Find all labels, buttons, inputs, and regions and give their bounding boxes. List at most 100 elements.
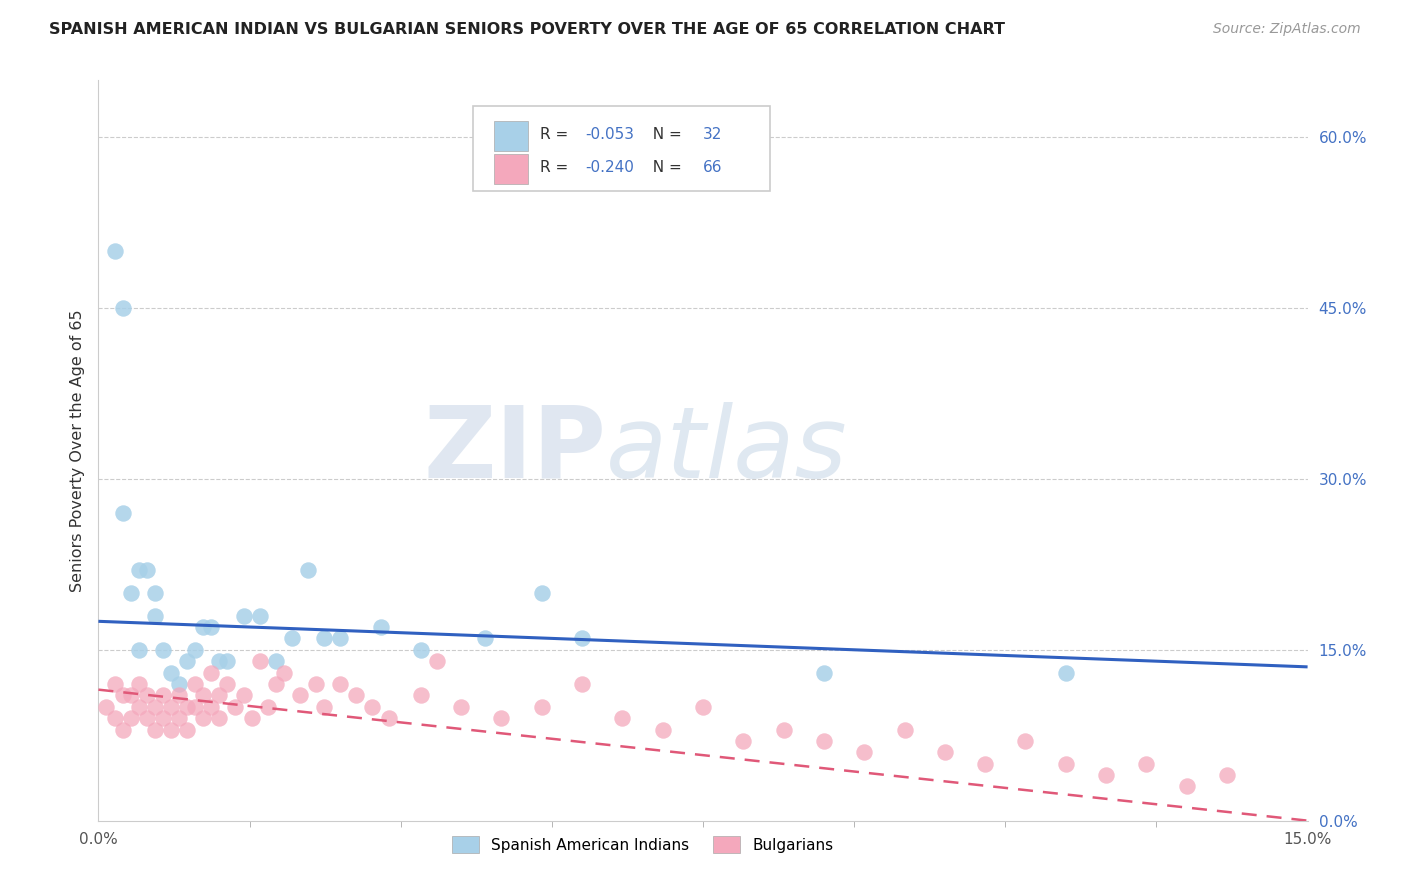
Point bbox=[135, 563, 157, 577]
Point bbox=[377, 711, 399, 725]
Text: R =: R = bbox=[540, 161, 572, 175]
Point bbox=[692, 699, 714, 714]
Point bbox=[288, 689, 311, 703]
Point bbox=[1095, 768, 1118, 782]
Point bbox=[176, 654, 198, 668]
FancyBboxPatch shape bbox=[494, 121, 527, 151]
Point bbox=[111, 301, 134, 315]
Point bbox=[1216, 768, 1239, 782]
Text: Source: ZipAtlas.com: Source: ZipAtlas.com bbox=[1213, 22, 1361, 37]
Point bbox=[120, 711, 142, 725]
Point bbox=[143, 586, 166, 600]
Point bbox=[167, 689, 190, 703]
Point bbox=[264, 654, 287, 668]
Point bbox=[128, 563, 150, 577]
Point bbox=[474, 632, 496, 646]
Point bbox=[128, 699, 150, 714]
Point bbox=[167, 711, 190, 725]
Point bbox=[232, 608, 254, 623]
Point bbox=[571, 677, 593, 691]
Point bbox=[314, 699, 336, 714]
Point bbox=[184, 677, 207, 691]
Point bbox=[200, 665, 222, 680]
Point bbox=[200, 620, 222, 634]
Point bbox=[208, 654, 231, 668]
Point bbox=[530, 699, 553, 714]
Point bbox=[120, 586, 142, 600]
Point bbox=[224, 699, 246, 714]
Point bbox=[152, 689, 174, 703]
Point bbox=[305, 677, 328, 691]
Point bbox=[135, 689, 157, 703]
Point bbox=[297, 563, 319, 577]
Text: N =: N = bbox=[643, 127, 686, 142]
Point bbox=[128, 642, 150, 657]
Point bbox=[612, 711, 634, 725]
Point bbox=[281, 632, 304, 646]
Point bbox=[256, 699, 278, 714]
Point bbox=[491, 711, 513, 725]
Point bbox=[176, 699, 198, 714]
Point bbox=[1175, 780, 1198, 794]
Point bbox=[193, 711, 215, 725]
Point bbox=[813, 734, 835, 748]
Point bbox=[370, 620, 392, 634]
Point bbox=[143, 723, 166, 737]
Point bbox=[176, 723, 198, 737]
Point bbox=[772, 723, 794, 737]
Text: N =: N = bbox=[643, 161, 686, 175]
Text: ZIP: ZIP bbox=[423, 402, 606, 499]
Point bbox=[143, 699, 166, 714]
Point bbox=[249, 654, 271, 668]
Point bbox=[893, 723, 915, 737]
Point bbox=[1054, 756, 1077, 771]
Point bbox=[111, 689, 134, 703]
FancyBboxPatch shape bbox=[474, 106, 769, 191]
Point bbox=[208, 711, 231, 725]
Point bbox=[160, 723, 183, 737]
Point bbox=[344, 689, 367, 703]
Point bbox=[249, 608, 271, 623]
Point bbox=[273, 665, 295, 680]
Text: 32: 32 bbox=[703, 127, 723, 142]
Point bbox=[314, 632, 336, 646]
Point bbox=[184, 642, 207, 657]
Point bbox=[1135, 756, 1157, 771]
Point bbox=[934, 745, 956, 759]
Point bbox=[193, 689, 215, 703]
Point bbox=[853, 745, 876, 759]
Legend: Spanish American Indians, Bulgarians: Spanish American Indians, Bulgarians bbox=[444, 828, 841, 861]
Point bbox=[1054, 665, 1077, 680]
Point bbox=[152, 711, 174, 725]
Point bbox=[426, 654, 449, 668]
Point bbox=[733, 734, 755, 748]
Point bbox=[160, 699, 183, 714]
Text: -0.240: -0.240 bbox=[586, 161, 634, 175]
Point bbox=[135, 711, 157, 725]
Point bbox=[974, 756, 997, 771]
Point bbox=[217, 654, 239, 668]
Point bbox=[128, 677, 150, 691]
Point bbox=[208, 689, 231, 703]
Point bbox=[160, 665, 183, 680]
Point bbox=[1014, 734, 1036, 748]
Text: 66: 66 bbox=[703, 161, 723, 175]
Point bbox=[329, 632, 352, 646]
Point bbox=[111, 723, 134, 737]
Text: -0.053: -0.053 bbox=[586, 127, 634, 142]
Y-axis label: Seniors Poverty Over the Age of 65: Seniors Poverty Over the Age of 65 bbox=[69, 310, 84, 591]
Point bbox=[152, 642, 174, 657]
Point bbox=[329, 677, 352, 691]
Point bbox=[200, 699, 222, 714]
Point bbox=[120, 689, 142, 703]
Point bbox=[240, 711, 263, 725]
Point bbox=[571, 632, 593, 646]
Point bbox=[167, 677, 190, 691]
Point bbox=[530, 586, 553, 600]
Point bbox=[96, 699, 118, 714]
Point bbox=[184, 699, 207, 714]
Point bbox=[103, 244, 125, 259]
Point bbox=[232, 689, 254, 703]
Point bbox=[409, 642, 432, 657]
Point bbox=[193, 620, 215, 634]
